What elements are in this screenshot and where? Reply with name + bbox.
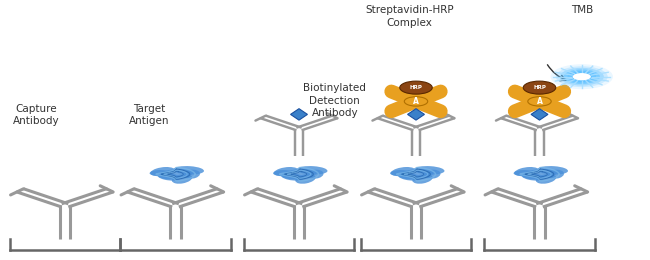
- Ellipse shape: [296, 166, 328, 174]
- Text: A: A: [413, 97, 419, 106]
- Ellipse shape: [522, 169, 557, 179]
- Ellipse shape: [273, 170, 292, 176]
- Circle shape: [560, 68, 604, 86]
- Polygon shape: [531, 109, 548, 120]
- Text: HRP: HRP: [410, 85, 422, 90]
- Circle shape: [564, 69, 600, 84]
- Ellipse shape: [157, 173, 181, 181]
- Ellipse shape: [307, 170, 324, 179]
- Circle shape: [577, 75, 587, 79]
- Ellipse shape: [424, 170, 441, 179]
- Ellipse shape: [295, 174, 316, 184]
- Circle shape: [404, 97, 428, 106]
- Polygon shape: [291, 109, 307, 120]
- Ellipse shape: [274, 167, 298, 176]
- Ellipse shape: [150, 170, 169, 176]
- Circle shape: [551, 64, 613, 89]
- Ellipse shape: [537, 166, 568, 174]
- Ellipse shape: [150, 167, 175, 176]
- Polygon shape: [408, 109, 424, 120]
- Ellipse shape: [514, 167, 539, 176]
- Ellipse shape: [390, 170, 410, 176]
- Text: TMB: TMB: [571, 5, 593, 15]
- Text: Capture
Antibody: Capture Antibody: [12, 104, 59, 126]
- Text: Biotinylated
Detection
Antibody: Biotinylated Detection Antibody: [304, 83, 366, 118]
- Ellipse shape: [281, 169, 317, 179]
- Ellipse shape: [398, 173, 421, 181]
- Circle shape: [528, 97, 551, 106]
- Ellipse shape: [391, 167, 415, 176]
- Ellipse shape: [536, 174, 556, 184]
- Ellipse shape: [413, 166, 445, 174]
- Ellipse shape: [281, 173, 304, 181]
- Circle shape: [573, 73, 591, 80]
- Text: Target
Antigen: Target Antigen: [129, 104, 170, 126]
- Ellipse shape: [521, 173, 545, 181]
- Ellipse shape: [412, 174, 433, 184]
- Ellipse shape: [183, 170, 200, 179]
- Circle shape: [556, 66, 608, 87]
- Ellipse shape: [514, 170, 533, 176]
- Ellipse shape: [173, 166, 204, 174]
- Text: A: A: [536, 97, 543, 106]
- Ellipse shape: [158, 169, 193, 179]
- Ellipse shape: [547, 170, 564, 179]
- Circle shape: [523, 81, 556, 94]
- Text: HRP: HRP: [533, 85, 546, 90]
- Text: Streptavidin-HRP
Complex: Streptavidin-HRP Complex: [365, 5, 454, 28]
- Ellipse shape: [398, 169, 434, 179]
- Circle shape: [400, 81, 432, 94]
- Circle shape: [567, 71, 596, 82]
- Ellipse shape: [172, 174, 192, 184]
